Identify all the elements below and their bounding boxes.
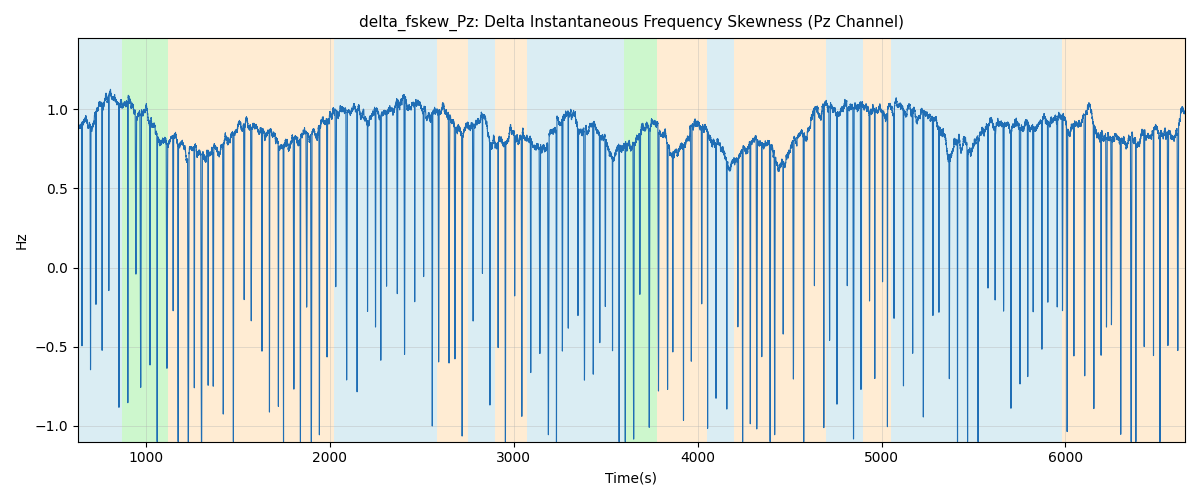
Bar [734, 38, 827, 442]
Bar [863, 38, 890, 442]
Bar [168, 38, 334, 442]
Bar [122, 38, 168, 442]
Bar [1028, 38, 1062, 442]
Bar [1062, 38, 1186, 442]
Bar [624, 38, 658, 442]
Bar [827, 38, 863, 442]
Bar [78, 38, 122, 442]
Bar [890, 38, 1028, 442]
Bar [658, 38, 707, 442]
Bar [468, 38, 496, 442]
Bar [527, 38, 624, 442]
Y-axis label: Hz: Hz [14, 231, 29, 249]
Bar [496, 38, 527, 442]
Bar [707, 38, 734, 442]
Title: delta_fskew_Pz: Delta Instantaneous Frequency Skewness (Pz Channel): delta_fskew_Pz: Delta Instantaneous Freq… [359, 15, 904, 31]
X-axis label: Time(s): Time(s) [606, 471, 658, 485]
Bar [334, 38, 437, 442]
Bar [437, 38, 468, 442]
